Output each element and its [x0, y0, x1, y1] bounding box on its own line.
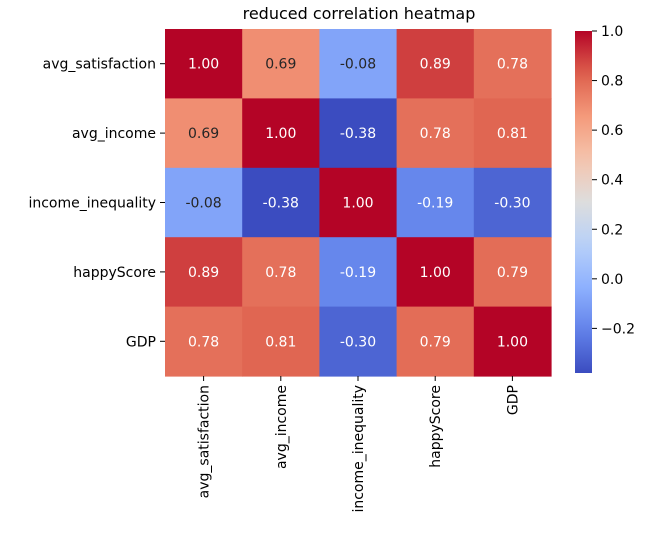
cell-value-label: 0.78: [188, 334, 219, 350]
heatmap-cell: [319, 237, 398, 308]
cell-value-label: 0.79: [420, 334, 451, 350]
heatmap-cell: [242, 98, 320, 169]
x-axis: avg_satisfaction avg_income income_inequal…: [197, 376, 521, 513]
colorbar-tick-label: 0.0: [601, 272, 623, 288]
y-tick-label: avg_satisfaction: [43, 57, 156, 73]
heatmap-cell: [473, 167, 552, 238]
cell-value-label: 0.81: [265, 334, 296, 350]
heatmap-cell: [165, 167, 243, 238]
colorbar-tick-label: −0.2: [601, 321, 635, 337]
x-tick-label: avg_income: [274, 385, 290, 469]
heatmap-cell: [396, 29, 475, 99]
colorbar-tick-label: 0.2: [601, 222, 623, 238]
heatmap-cell: [242, 237, 320, 308]
colorbar-tick-label: 0.4: [601, 173, 623, 189]
colorbar-tick-label: 0.8: [601, 74, 623, 90]
cell-value-label: -0.19: [340, 265, 376, 281]
cell-value-label: -0.19: [417, 196, 453, 212]
colorbar-tick-label: 1.0: [601, 24, 623, 40]
heatmap-cell: [319, 29, 398, 99]
cell-value-label: 1.00: [265, 126, 296, 142]
cell-value-label: 0.81: [497, 126, 528, 142]
cell-value-label: 0.89: [420, 57, 451, 73]
heatmap-cell: [473, 29, 552, 99]
heatmap-cell: [473, 98, 552, 169]
heatmap-cell: [473, 306, 552, 377]
cell-value-label: 1.00: [342, 196, 373, 212]
cell-value-label: 1.00: [497, 334, 528, 350]
heatmap-cells: 1.00 0.69 -0.08 0.89 0.78 0.69 1.00 -0.38 0.78 0.…: [165, 29, 552, 377]
cell-value-label: 0.69: [188, 126, 219, 142]
heatmap-cell: [165, 237, 243, 308]
y-tick-label: happyScore: [73, 265, 156, 281]
heatmap-cell: [165, 306, 243, 377]
y-axis: avg_satisfaction avg_income income_inequal…: [28, 57, 165, 350]
heatmap-cell: [396, 237, 475, 308]
heatmap-cell: [396, 167, 475, 238]
heatmap-cell: [319, 306, 398, 377]
cell-value-label: -0.08: [185, 196, 221, 212]
cell-value-label: 0.79: [497, 265, 528, 281]
cell-value-label: -0.38: [263, 196, 299, 212]
cell-value-label: 0.89: [188, 265, 219, 281]
heatmap-cell: [319, 167, 398, 238]
heatmap-cell: [242, 167, 320, 238]
cell-value-label: 1.00: [420, 265, 451, 281]
heatmap-cell: [165, 29, 243, 99]
cell-value-label: -0.08: [340, 57, 376, 73]
x-tick-label: income_inequality: [351, 385, 367, 513]
cell-value-label: 0.78: [265, 265, 296, 281]
x-tick-label: avg_satisfaction: [197, 385, 213, 498]
x-tick-label: GDP: [505, 385, 521, 415]
cell-value-label: 0.78: [497, 57, 528, 73]
cell-value-label: 0.69: [265, 57, 296, 73]
cell-value-label: 0.78: [420, 126, 451, 142]
y-tick-label: avg_income: [72, 126, 156, 142]
heatmap-cell: [396, 306, 475, 377]
heatmap-cell: [396, 98, 475, 169]
heatmap-cell: [165, 98, 243, 169]
cell-value-label: 1.00: [188, 57, 219, 73]
x-tick-label: happyScore: [428, 385, 444, 468]
y-tick-label: income_inequality: [28, 196, 156, 212]
heatmap-cell: [473, 237, 552, 308]
colorbar-gradient: [575, 31, 592, 373]
cell-value-label: -0.30: [340, 334, 376, 350]
colorbar: −0.2 0.0 0.2 0.4 0.6 0.8 1.0: [575, 24, 635, 373]
cell-value-label: -0.38: [340, 126, 376, 142]
heatmap-cell: [319, 98, 398, 169]
colorbar-tick-label: 0.6: [601, 123, 623, 139]
y-tick-label: GDP: [126, 334, 156, 350]
chart-title: reduced correlation heatmap: [243, 4, 476, 23]
heatmap-cell: [242, 306, 320, 377]
cell-value-label: -0.30: [494, 196, 530, 212]
heatmap-cell: [242, 29, 320, 99]
